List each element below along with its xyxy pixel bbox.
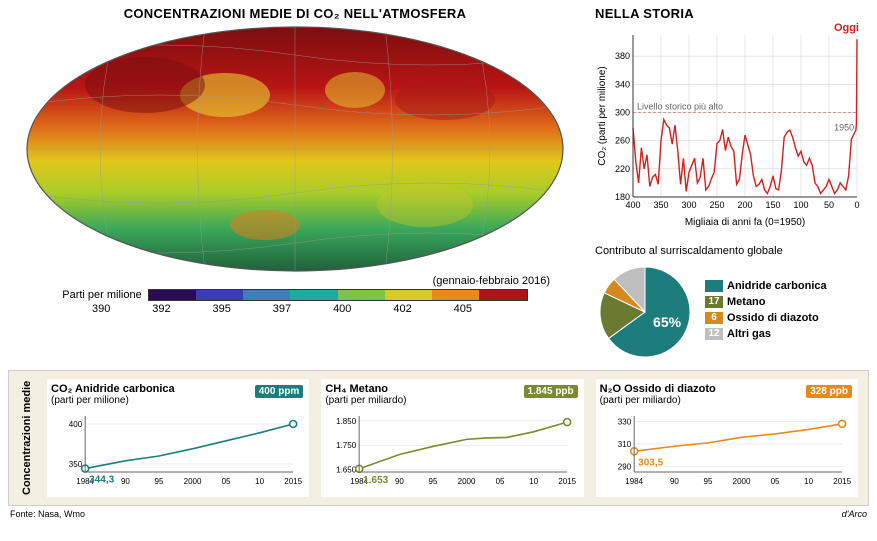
mini-chart-1: CH₄ Metano(parti per miliardo)1.6501.750… [321, 379, 583, 497]
bottom-ylabel: Concentrazioni medie [19, 379, 35, 497]
svg-text:303,5: 303,5 [638, 457, 663, 468]
svg-text:310: 310 [617, 440, 631, 449]
svg-text:05: 05 [222, 477, 231, 486]
svg-text:400: 400 [625, 200, 640, 210]
svg-text:1.650: 1.650 [336, 466, 357, 475]
history-title: NELLA STORIA [595, 6, 865, 21]
main-title: CONCENTRAZIONI MEDIE DI CO₂ NELL'ATMOSFE… [10, 6, 580, 21]
svg-text:1.750: 1.750 [336, 441, 357, 450]
map-svg [25, 25, 565, 273]
svg-text:300: 300 [615, 107, 630, 117]
right-col: NELLA STORIA 180220260300340380400350300… [595, 6, 865, 362]
scale-label: Parti per milione [62, 289, 141, 301]
svg-text:Oggi: Oggi [834, 22, 859, 34]
svg-text:300: 300 [681, 200, 696, 210]
svg-text:400: 400 [69, 420, 83, 429]
mini-svg-0: 35040019849095200005102015344,3 [51, 406, 305, 486]
history-chart: 1802202603003403804003503002502001501005… [595, 21, 865, 231]
svg-text:2000: 2000 [184, 477, 202, 486]
svg-text:100: 100 [793, 200, 808, 210]
svg-text:150: 150 [765, 200, 780, 210]
svg-text:380: 380 [615, 51, 630, 61]
svg-text:1.850: 1.850 [336, 417, 357, 426]
svg-text:CO₂ (parti per milione): CO₂ (parti per milione) [597, 66, 608, 165]
mini-svg-2: 290 310 330 1984 90 95 2000 05 10 2015 303,5 [600, 406, 854, 486]
svg-text:1950: 1950 [834, 122, 854, 132]
svg-text:350: 350 [653, 200, 668, 210]
svg-text:Migliaia di anni fa (0=1950): Migliaia di anni fa (0=1950) [685, 217, 805, 228]
svg-text:2000: 2000 [458, 477, 476, 486]
svg-text:2000: 2000 [732, 477, 750, 486]
svg-text:90: 90 [121, 477, 130, 486]
bottom-panel: Concentrazioni medie CO₂ Anidride carbon… [8, 370, 869, 506]
svg-text:50: 50 [824, 200, 834, 210]
scale-bar [148, 289, 528, 301]
svg-text:220: 220 [615, 164, 630, 174]
left-col: CONCENTRAZIONI MEDIE DI CO₂ NELL'ATMOSFE… [10, 6, 580, 362]
mini-svg-1: 1.6501.7501.850198490952000051020151.653 [325, 406, 579, 486]
pie-legend: Anidride carbonica17Metano6Ossido di dia… [705, 280, 827, 344]
svg-text:350: 350 [69, 460, 83, 469]
svg-text:10: 10 [804, 477, 813, 486]
pie-intro: Contributo al surriscaldamento globale [595, 245, 865, 258]
svg-text:95: 95 [429, 477, 438, 486]
svg-text:95: 95 [703, 477, 712, 486]
mini-chart-2: N₂O Ossido di diazoto(parti per miliardo… [596, 379, 858, 497]
svg-text:260: 260 [615, 136, 630, 146]
svg-text:344,3: 344,3 [89, 475, 114, 486]
svg-text:340: 340 [615, 79, 630, 89]
svg-text:1.653: 1.653 [363, 475, 388, 486]
world-map [25, 25, 565, 273]
svg-text:1984: 1984 [625, 477, 643, 486]
svg-text:330: 330 [617, 418, 631, 427]
main-row: CONCENTRAZIONI MEDIE DI CO₂ NELL'ATMOSFE… [0, 0, 877, 362]
svg-text:Livello storico più alto: Livello storico più alto [637, 101, 723, 111]
svg-text:2015: 2015 [559, 477, 577, 486]
color-scale: Parti per milione [10, 289, 580, 301]
svg-text:250: 250 [709, 200, 724, 210]
source: Fonte: Nasa, Wmo [0, 506, 95, 522]
credit: d'Arco [832, 506, 877, 522]
svg-text:05: 05 [496, 477, 505, 486]
svg-text:90: 90 [395, 477, 404, 486]
pie-svg: 65% [595, 262, 695, 362]
svg-text:0: 0 [854, 200, 859, 210]
svg-text:2015: 2015 [833, 477, 851, 486]
svg-text:65%: 65% [653, 314, 682, 330]
history-svg: 1802202603003403804003503002502001501005… [595, 21, 865, 229]
svg-text:95: 95 [155, 477, 164, 486]
svg-text:90: 90 [670, 477, 679, 486]
svg-text:10: 10 [529, 477, 538, 486]
date-note: (gennaio-febbraio 2016) [10, 275, 550, 287]
pie-section: Contributo al surriscaldamento globale 6… [595, 245, 865, 362]
svg-text:290: 290 [617, 463, 631, 472]
svg-text:05: 05 [770, 477, 779, 486]
svg-text:2015: 2015 [284, 477, 302, 486]
mini-chart-0: CO₂ Anidride carbonica(parti per milione… [47, 379, 309, 497]
scale-ticks: 390392395397400402405 [92, 303, 472, 315]
svg-text:200: 200 [737, 200, 752, 210]
svg-text:10: 10 [255, 477, 264, 486]
